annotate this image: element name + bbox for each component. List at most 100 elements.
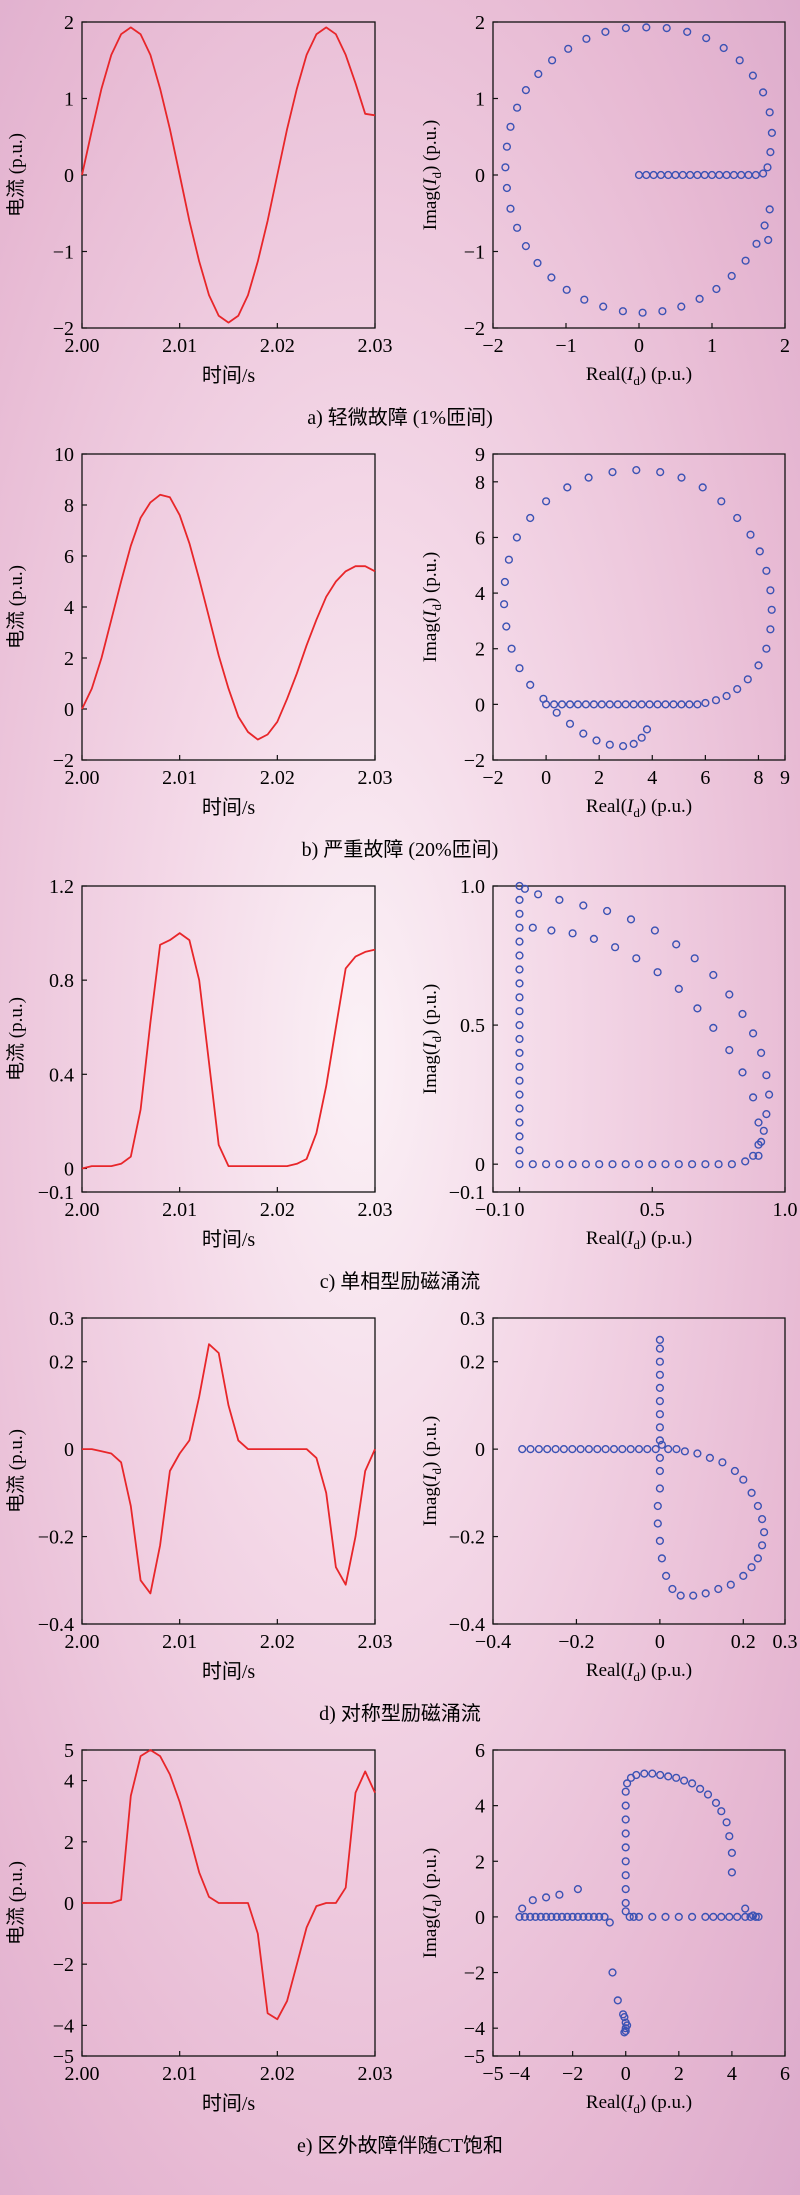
trajectory-point <box>650 926 660 935</box>
trajectory-point <box>573 1884 583 1894</box>
y-tick-label: −1 <box>464 242 485 264</box>
trajectory-point <box>748 1151 758 1160</box>
trajectory-point <box>555 1160 564 1169</box>
trajectory-point <box>579 901 588 910</box>
y-axis-label: 电流 (p.u.) <box>5 1861 27 1945</box>
trajectory-point <box>763 163 772 172</box>
trajectory-point <box>756 1048 766 1058</box>
trajectory-point <box>610 943 620 952</box>
y-tick-label: 2 <box>475 1851 485 1873</box>
trajectory-point <box>751 170 760 180</box>
trajectory-point <box>741 1157 750 1166</box>
trajectory-point <box>620 2028 629 2037</box>
x-tick-label: 2.00 <box>65 1631 100 1653</box>
trajectory-point <box>709 970 718 980</box>
x-tick-label: 9 <box>780 767 790 789</box>
trajectory-point <box>625 1912 634 1922</box>
trajectory-point <box>762 1109 771 1119</box>
x-axis-label: 时间/s <box>202 2092 256 2115</box>
trajectory-point <box>672 1444 681 1454</box>
current-waveform-chart: 2.00 2.01 2.02 2.03 5 4 2 0 −2 −4 −5 时间/s 电流 (p.u.) <box>5 1740 393 2115</box>
plot-frame <box>492 885 786 1193</box>
trajectory-point <box>618 741 628 751</box>
x-tick-label: 4 <box>727 2063 737 2085</box>
trajectory-point <box>642 23 651 32</box>
trajectory-point <box>700 170 709 180</box>
x-tick-label: −1 <box>555 335 576 357</box>
trajectory-point <box>531 1912 540 1922</box>
trajectory-point <box>765 205 774 214</box>
current-waveform-chart: 2.00 2.01 2.02 2.03 2 1 0 −1 −2 时间/s 电流 (p.u.) <box>5 12 393 387</box>
trajectory-point <box>762 644 771 653</box>
trajectory-point <box>748 1093 758 1102</box>
trajectory-point <box>752 239 761 248</box>
trajectory-point <box>679 1776 689 1785</box>
trajectory-point <box>764 235 773 245</box>
trajectory-point <box>568 929 577 938</box>
trajectory-point <box>748 1029 758 1038</box>
trajectory-point <box>563 1912 572 1922</box>
trajectory-point <box>515 1007 524 1016</box>
trajectory-point <box>653 1501 662 1511</box>
y-axis-label: 电流 (p.u.) <box>5 565 27 649</box>
x-tick-label: 2.01 <box>162 335 197 357</box>
trajectory-point <box>504 555 514 564</box>
trajectory-point <box>629 739 638 749</box>
trajectory-point <box>751 1912 760 1922</box>
trajectory-point <box>506 204 515 213</box>
y-axis-label: Imag(Id) (p.u.) <box>420 552 444 662</box>
trajectory-point <box>632 954 641 963</box>
trajectory-point <box>766 586 775 595</box>
current-waveform-line <box>81 26 376 324</box>
y-tick-label: 9 <box>475 444 485 466</box>
trajectory-point <box>656 170 666 180</box>
y-tick-label: 0.2 <box>49 1352 74 1374</box>
y-tick-label: 2 <box>64 648 74 670</box>
y-tick-label: 8 <box>64 495 74 517</box>
trajectory-point <box>705 1453 715 1463</box>
trajectory-point <box>741 1904 750 1913</box>
trajectory-point <box>687 1779 697 1788</box>
trajectory-point <box>725 990 734 999</box>
trajectory-point <box>701 698 710 708</box>
trajectory-point <box>559 1444 569 1454</box>
y-tick-label: 0 <box>475 1907 485 1929</box>
y-tick-label: 0.5 <box>460 1015 485 1037</box>
y-tick-label: 5 <box>64 1740 74 1762</box>
y-tick-label: 6 <box>64 546 74 568</box>
trajectory-point <box>552 1912 561 1922</box>
trajectory-point <box>655 1466 665 1476</box>
trajectory-point <box>582 34 591 43</box>
trajectory-point <box>727 1868 737 1877</box>
trajectory-point <box>609 1444 619 1454</box>
y-tick-label: −2 <box>464 750 485 772</box>
y-tick-label: −0.1 <box>38 1182 74 1204</box>
trajectory-point <box>608 1160 617 1169</box>
trajectory-point <box>500 600 509 609</box>
y-tick-label: 2 <box>475 639 485 661</box>
x-tick-label: −0.1 <box>475 1199 511 1221</box>
x-axis-label: Real(Id) (p.u.) <box>586 2092 692 2116</box>
panel-c: 2.00 2.01 2.02 2.031.20.80.40−0.1时间/s电流 (p.… <box>5 876 798 1293</box>
trajectory-point <box>645 700 654 709</box>
trajectory-point <box>595 1160 604 1169</box>
trajectory-point <box>521 85 531 95</box>
current-waveform-line <box>82 1749 376 2021</box>
trajectory-point <box>658 307 667 316</box>
x-tick-label: 0 <box>655 1631 665 1653</box>
trajectory-point <box>515 1062 524 1071</box>
x-tick-label: 2 <box>674 2063 684 2085</box>
panel-d: 2.00 2.01 2.02 2.03 0.3 0.2 0 −0.2 −0.4 时间/s 电流 (p… <box>5 1308 798 1725</box>
trajectory-point <box>739 1475 748 1484</box>
y-axis-label: Imag(Id) (p.u.) <box>420 1416 444 1526</box>
trajectory-point <box>602 906 612 916</box>
trajectory-point <box>747 1563 756 1572</box>
y-tick-label: 0 <box>475 1154 485 1176</box>
x-axis-label: Real(Id) (p.u.) <box>586 1660 692 1684</box>
y-tick-label: −1 <box>53 242 74 264</box>
trajectory-point <box>709 1023 718 1033</box>
trajectory-point <box>634 1444 644 1454</box>
trajectory-point <box>515 1090 524 1099</box>
